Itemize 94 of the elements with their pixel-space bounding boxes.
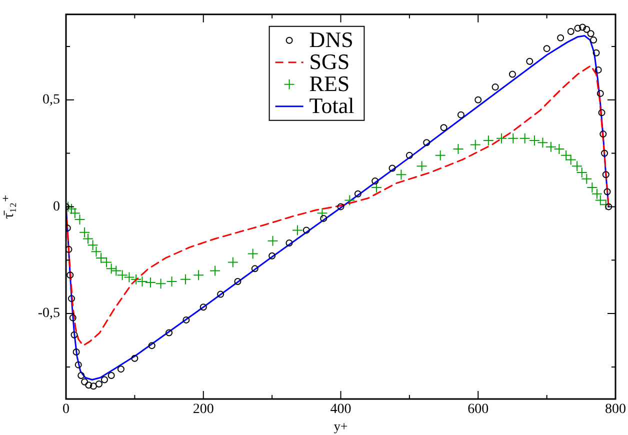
x-tick-label: 400 [330,402,352,418]
x-tick-label: 600 [468,402,489,418]
point [508,132,519,144]
y-tick-label: 0 [53,199,60,214]
point [193,270,204,281]
point [66,272,74,279]
point [416,160,428,172]
point [474,96,482,104]
point [268,252,276,260]
point [470,139,481,150]
point [492,84,499,91]
point [74,361,82,368]
point [337,203,344,210]
point [528,134,540,146]
point [440,124,448,132]
point [482,134,494,146]
x-tick-label: 800 [605,402,626,418]
point [605,203,612,210]
point [124,272,135,283]
point [247,248,258,260]
point [434,150,446,161]
point [604,188,611,196]
point [457,111,464,118]
y-axis-title: τ̄₁₂⁺ [0,194,17,219]
point [316,208,328,219]
point [596,90,604,97]
point [370,182,382,193]
point [354,190,362,198]
point [200,304,207,311]
point [72,348,80,356]
point [81,378,88,386]
point [598,109,606,116]
point [396,169,407,180]
point [166,329,173,336]
point [100,376,108,384]
point [320,214,328,222]
point [592,49,600,56]
point [557,34,564,42]
point [286,240,293,247]
point [267,235,278,246]
point [583,26,590,33]
point [302,226,310,234]
point [68,295,75,302]
point [166,276,178,287]
point [545,141,556,152]
point [234,278,242,285]
point [543,45,550,52]
point [227,256,238,268]
point [148,342,156,350]
point [182,316,190,324]
y-tick-label: -0,5 [38,306,60,322]
point [85,382,92,389]
point [590,36,598,44]
point [292,224,303,236]
point [251,265,258,272]
point [519,132,530,144]
point [144,277,156,288]
point [78,372,85,379]
point [117,366,124,373]
point [130,274,142,285]
point [180,274,192,285]
point [600,130,607,138]
point [372,178,379,185]
point [567,28,574,35]
point [423,139,430,146]
point [406,152,413,159]
point [131,354,138,362]
point [66,246,72,253]
point [496,132,507,144]
point [526,58,534,65]
point [537,137,548,148]
point [508,70,516,78]
point [388,164,396,172]
point [594,66,602,74]
point [344,194,356,206]
point [574,24,582,32]
point [155,278,166,290]
x-axis-title: y+ [334,418,348,434]
point [69,314,76,322]
x-tick-label: 0 [62,402,70,418]
y-tick-label: 0,5 [42,92,60,108]
point [108,372,115,379]
point [452,144,464,155]
point [95,380,102,388]
x-tick-label: 200 [192,402,214,418]
point [217,290,224,298]
point [587,30,594,38]
point [136,276,148,287]
point [602,171,610,178]
point [90,382,97,390]
point [579,24,586,31]
point [601,150,608,157]
point [70,331,78,338]
point [210,265,221,276]
